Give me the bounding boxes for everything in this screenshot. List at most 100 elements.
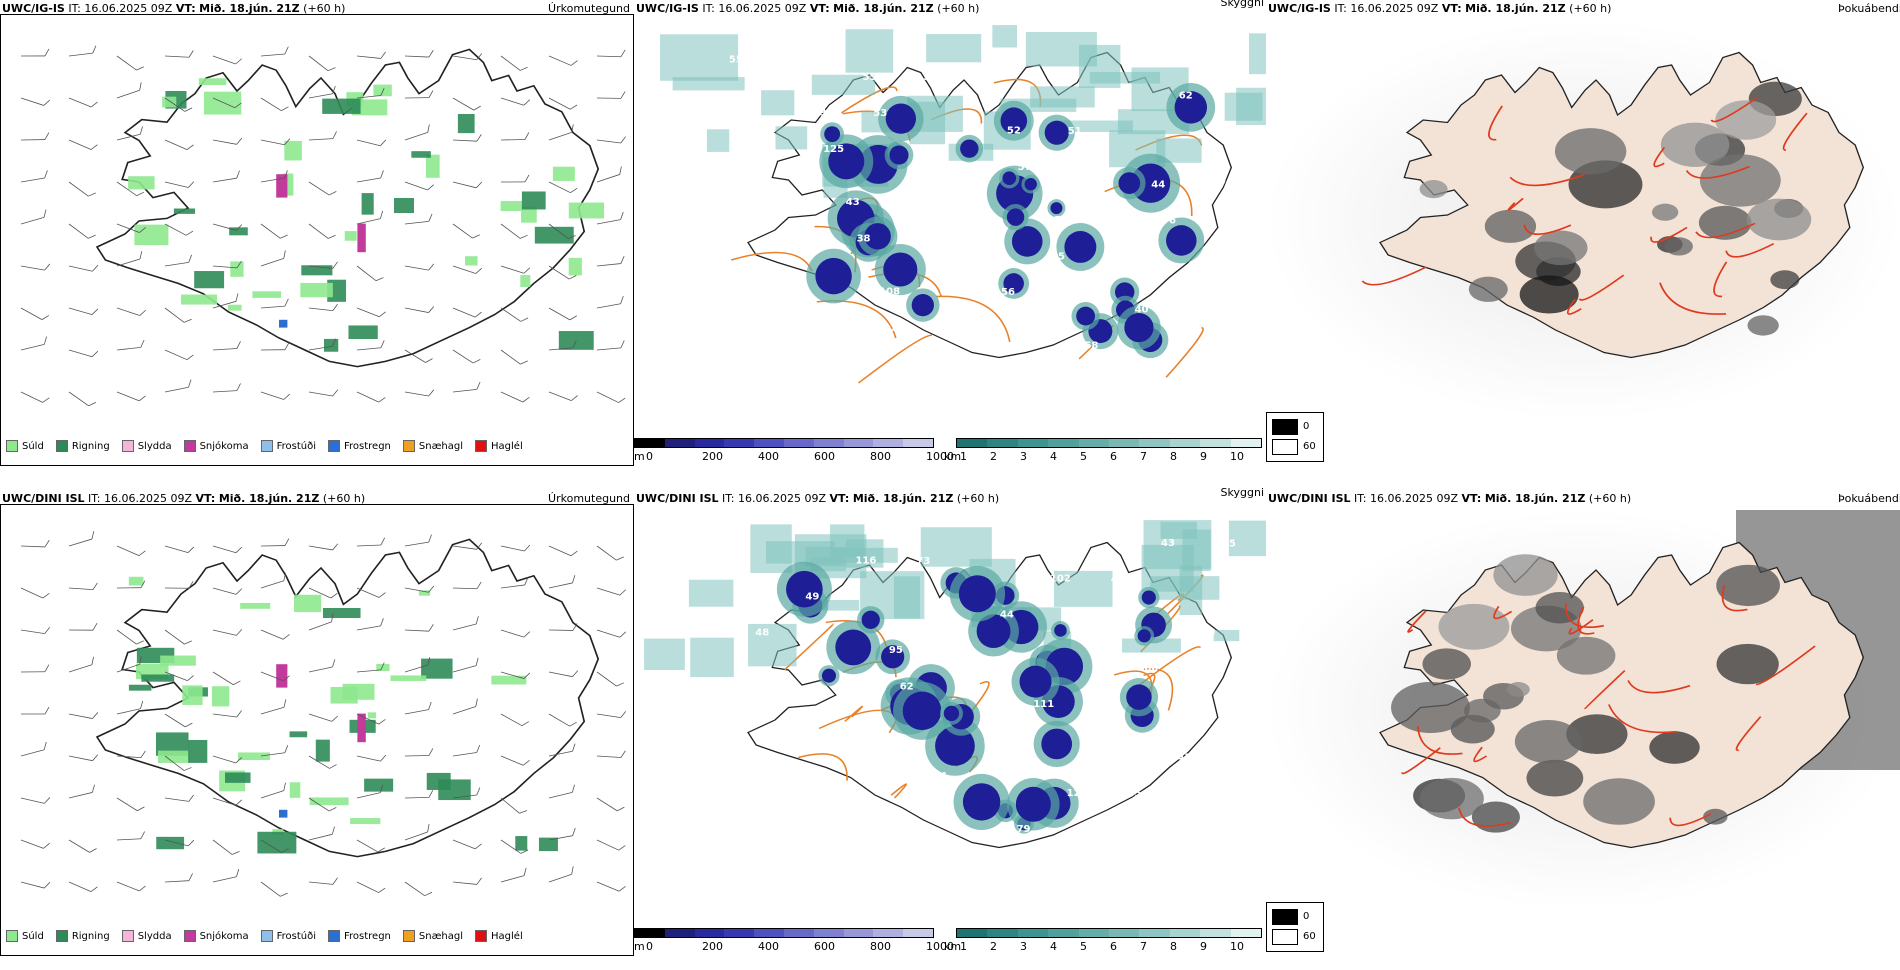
legend-swatch — [328, 440, 340, 452]
wind-barb — [501, 539, 530, 552]
issue-time: IT: 16.06.2025 09Z — [1354, 492, 1458, 505]
low-vis-cell — [1054, 624, 1067, 637]
low-vis-cell — [1064, 231, 1096, 263]
legend-label: Frostúði — [277, 931, 316, 942]
visibility-value: 55 — [1077, 825, 1091, 836]
low-vis-cell — [1045, 121, 1069, 145]
visibility-value: 26 — [1201, 143, 1215, 154]
precip-legend-item: Frostregn — [328, 930, 391, 942]
visibility-value: 65 — [1222, 538, 1236, 549]
visibility-value: 73 — [916, 556, 930, 567]
colorbar-step — [1139, 929, 1169, 937]
wind-barb — [21, 539, 49, 547]
low-vis-cell — [1124, 313, 1153, 342]
precip-cell — [373, 85, 391, 97]
visibility-value: 66 — [1144, 663, 1158, 674]
visibility-value: 7 — [890, 323, 897, 334]
fog-cell — [1557, 637, 1616, 675]
wind-barb — [21, 582, 49, 600]
precip-legend-item: Haglél — [475, 440, 523, 452]
visibility-value: 55 — [1128, 789, 1142, 800]
colorbar-step — [987, 439, 1017, 447]
wind-barb — [21, 386, 49, 404]
fog-cell — [1420, 778, 1484, 819]
wind-barb — [67, 657, 96, 672]
wind-barb — [69, 259, 98, 272]
legend-label: Frostregn — [344, 931, 391, 942]
precip-cell — [364, 779, 393, 792]
wind-barb — [21, 91, 50, 106]
fog-cell — [1747, 199, 1811, 241]
cloud-base-tick: 4 — [1050, 450, 1057, 463]
issue-time: IT: 16.06.2025 09Z — [1334, 2, 1438, 15]
valid-time: Mið. 18.jún. 21Z — [219, 492, 320, 505]
visibility-value: 51 — [1068, 126, 1082, 137]
low-vis-cell — [944, 706, 959, 721]
colorbar-step — [1231, 439, 1261, 447]
wind-barb — [405, 876, 432, 898]
panel-title: UWC/DINI ISL IT: 16.06.2025 09Z VT: Mið.… — [636, 492, 999, 505]
cloud-base-unit: km — [944, 450, 961, 463]
low-vis-cell — [889, 145, 908, 164]
colorbar-step — [784, 439, 814, 447]
wind-barb — [597, 386, 625, 405]
precip-type-heading: Úrkomutegund — [548, 2, 630, 15]
fog-cell — [1716, 565, 1780, 606]
visibility-heading: Skyggni — [1221, 0, 1264, 9]
wind-barb — [117, 50, 144, 72]
precip-legend-item: Slydda — [122, 930, 172, 942]
visibility-panel: UWC/IG-IS IT: 16.06.2025 09Z VT: Mið. 18… — [634, 0, 1266, 480]
precip-legend-item: Frostúði — [261, 930, 316, 942]
wind-barb — [595, 167, 624, 182]
cloud-base-tick: 4 — [1050, 940, 1057, 953]
wind-barb — [165, 302, 192, 324]
visibility-value: 124 — [983, 735, 1004, 746]
cloud-base-tick: 9 — [1200, 450, 1207, 463]
visibility-value: 55 — [862, 72, 876, 83]
wind-barb — [21, 623, 50, 634]
fog-cell — [1534, 231, 1587, 266]
wind-barb — [596, 296, 625, 308]
cloud-cell — [1249, 33, 1266, 74]
cloud-base-tick: 1 — [960, 450, 967, 463]
cloud-base-tick: 3 — [1020, 940, 1027, 953]
height-tick: 800 — [870, 940, 891, 953]
fog-legend-swatch — [1272, 419, 1298, 435]
precip-cell — [212, 686, 229, 706]
wind-barb — [261, 539, 289, 546]
visibility-value: 48 — [1101, 215, 1115, 226]
lead-time: (+60 h) — [937, 2, 979, 15]
wind-barb — [21, 875, 50, 889]
cloud-base-tick: 6 — [1110, 940, 1117, 953]
legend-label: Snæhagl — [419, 441, 463, 452]
precip-cell — [427, 773, 451, 790]
wind-barb — [309, 50, 335, 73]
colorbar-step — [784, 929, 814, 937]
cloud-cell — [1182, 529, 1210, 571]
wind-barb — [501, 50, 528, 72]
precip-legend-item: Rigning — [56, 930, 110, 942]
model-name: UWC/DINI ISL — [2, 492, 85, 505]
colorbar-step — [1170, 439, 1200, 447]
visibility-value: 102 — [1050, 573, 1071, 584]
precip-cell — [252, 291, 281, 298]
fog-cell — [1700, 154, 1781, 206]
visibility-value: 90 — [990, 251, 1004, 262]
valid-label: VT: — [176, 2, 196, 15]
colorbar-step — [1200, 929, 1230, 937]
visibility-value: 96 — [950, 645, 964, 656]
low-vis-cell — [822, 669, 836, 683]
freezing-rain-cell — [279, 810, 287, 818]
precip-legend-item: Snjókoma — [184, 930, 249, 942]
legend-swatch — [475, 440, 487, 452]
wind-barb — [21, 665, 49, 672]
cloud-cell — [689, 580, 733, 607]
low-vis-cell — [959, 575, 996, 612]
visibility-value: 42 — [1111, 574, 1125, 585]
wind-barb — [165, 539, 194, 553]
colorbar-step — [844, 929, 874, 937]
model-name: UWC/IG-IS — [636, 2, 699, 15]
wind-barb — [405, 385, 434, 397]
issue-time: IT: 16.06.2025 09Z — [702, 2, 806, 15]
valid-time: Mið. 18.jún. 21Z — [1465, 2, 1566, 15]
